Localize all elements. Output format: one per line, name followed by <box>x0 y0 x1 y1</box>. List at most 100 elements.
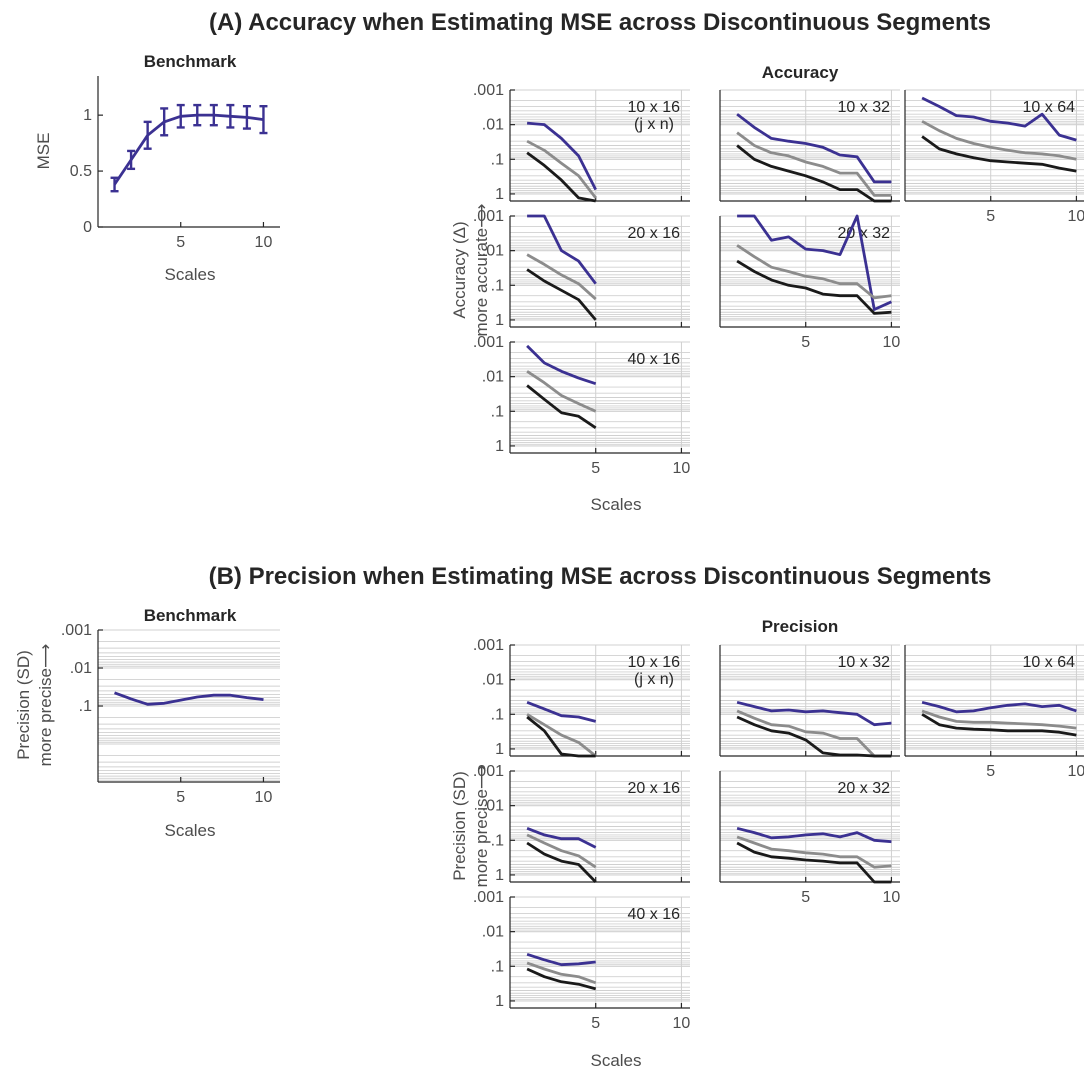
panel-label: 10 x 16 <box>628 99 681 116</box>
precision-panel: .001 .01 .1 1 10 x 16(j x n) <box>473 637 690 758</box>
y-tick-label: 1 <box>495 741 504 758</box>
x-tick-label: 5 <box>176 789 185 806</box>
panel-label: 20 x 16 <box>628 225 681 242</box>
series-line-gray <box>736 244 892 300</box>
series-line-blue <box>526 700 597 723</box>
series-line-black <box>921 135 1077 173</box>
accuracy-panel: 10 x 32 <box>719 89 900 203</box>
accuracy-y-axis-label-direction: more accurate⟶ <box>472 203 491 336</box>
y-axis-label-direction: more precise⟶ <box>36 644 55 767</box>
y-tick-label: .01 <box>482 672 504 689</box>
y-tick-label: .1 <box>491 151 504 168</box>
chart-title: Benchmark <box>144 52 237 71</box>
panel-label: 10 x 32 <box>838 654 891 671</box>
series-line-blue <box>526 952 596 967</box>
series-line-gray <box>526 713 597 758</box>
y-tick-label: .01 <box>482 117 504 134</box>
series-line-black <box>736 259 892 315</box>
y-tick-label: 1 <box>83 107 92 124</box>
panel-sublabel: (j x n) <box>634 116 674 133</box>
x-tick-label: 5 <box>986 763 995 780</box>
series-line-black <box>736 144 892 203</box>
series-line-black <box>526 151 596 203</box>
series-line-black <box>526 841 597 883</box>
y-tick-label: .001 <box>473 208 504 225</box>
panel-label: 20 x 32 <box>838 780 891 797</box>
series-line-black <box>921 713 1077 737</box>
x-tick-label: 10 <box>1068 763 1084 780</box>
panel-label: 10 x 64 <box>1023 99 1076 116</box>
y-tick-label: 1 <box>495 438 504 455</box>
y-tick-label: .1 <box>491 832 504 849</box>
series-line-blue <box>526 121 597 191</box>
series-line-black <box>526 715 596 758</box>
section-a-title: (A) Accuracy when Estimating MSE across … <box>209 9 991 36</box>
y-tick-label: 0.5 <box>70 163 92 180</box>
panel-label: 10 x 16 <box>628 654 681 671</box>
series-line-blue <box>921 700 1077 714</box>
series-line-gray <box>736 709 892 758</box>
panel-label: 40 x 16 <box>628 906 681 923</box>
series-line-gray <box>526 370 597 413</box>
x-tick-label: 5 <box>801 334 810 351</box>
accuracy-title: Accuracy <box>762 63 839 82</box>
series-line-blue <box>921 96 1077 142</box>
y-tick-label: .01 <box>482 924 504 941</box>
x-tick-label: 5 <box>986 208 995 225</box>
y-axis-label: MSE <box>34 133 53 170</box>
series-line-gray <box>921 709 1077 730</box>
panel-label: 40 x 16 <box>628 351 681 368</box>
precision-panel: 5 10 20 x 32 <box>719 770 900 906</box>
y-tick-label: .001 <box>61 622 92 639</box>
y-tick-label: .001 <box>473 82 504 99</box>
y-tick-label: .01 <box>482 369 504 386</box>
precision-panel: 10 x 32 <box>719 644 900 758</box>
x-tick-label: 5 <box>591 1015 600 1032</box>
x-axis-label: Scales <box>164 821 215 840</box>
precision-panel: .001 .01 .1 1 5 10 40 x 16 <box>473 889 691 1032</box>
x-tick-label: 10 <box>883 334 901 351</box>
y-tick-label: 1 <box>495 867 504 884</box>
x-tick-label: 10 <box>673 460 691 477</box>
precision-panel: 5 10 10 x 64 <box>904 644 1084 780</box>
panel-label: 10 x 64 <box>1023 654 1076 671</box>
x-tick-label: 10 <box>673 1015 691 1032</box>
section-b-title: (B) Precision when Estimating MSE across… <box>209 563 992 590</box>
chart-title: Benchmark <box>144 606 237 625</box>
precision-title: Precision <box>762 617 839 636</box>
y-tick-label: 1 <box>495 312 504 329</box>
series-line-gray <box>526 253 597 301</box>
series-line-black <box>736 841 892 884</box>
series-line-blue <box>736 700 892 727</box>
panel-label: 20 x 16 <box>628 780 681 797</box>
y-tick-label: 0 <box>83 219 92 236</box>
series-line-gray <box>526 961 597 985</box>
charts-layer: 0 0.5 1 5 10 Benchmark Scales MSE .001 .01 .1 5 10 Be… <box>14 52 1084 1069</box>
panel-sublabel: (j x n) <box>634 671 674 688</box>
y-tick-label: .01 <box>70 660 92 677</box>
y-axis-label: Precision (SD) <box>14 650 33 760</box>
series-line-blue <box>736 113 892 184</box>
y-tick-label: .001 <box>473 637 504 654</box>
x-tick-label: 5 <box>176 234 185 251</box>
precision-y-axis-label: Precision (SD) <box>450 771 469 881</box>
y-tick-label: .1 <box>491 958 504 975</box>
accuracy-panel: 5 10 10 x 64 <box>904 89 1084 225</box>
y-tick-label: .01 <box>482 243 504 260</box>
chart-a-benchmark: 0 0.5 1 5 10 Benchmark Scales MSE <box>34 52 280 284</box>
series-line-blue <box>737 214 892 311</box>
y-tick-label: 1 <box>495 186 504 203</box>
series-line-black <box>526 268 597 321</box>
series-line-gray <box>921 120 1077 161</box>
series-line-blue <box>526 826 597 849</box>
series-line-gray <box>736 131 892 197</box>
precision-y-axis-label-direction: more precise⟶ <box>472 765 491 888</box>
series-line-gray <box>736 835 892 869</box>
y-tick-label: .1 <box>491 403 504 420</box>
accuracy-panel: .001 .01 .1 1 5 10 40 x 16 <box>473 334 691 477</box>
series-line-blue <box>526 344 597 386</box>
chart-b-benchmark: .001 .01 .1 5 10 Benchmark Scales Precision (SD… <box>14 606 280 840</box>
series-line-gray <box>526 833 597 869</box>
